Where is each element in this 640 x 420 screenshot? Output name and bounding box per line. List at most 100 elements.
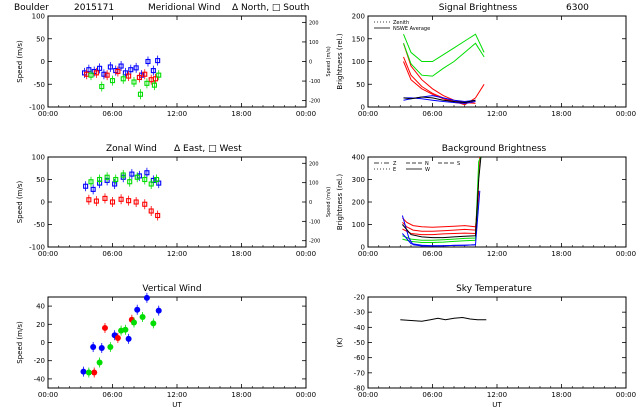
zonal-x-tick-label: 12:00 (167, 250, 187, 258)
sky-x-tick-label: 18:00 (551, 391, 571, 399)
background-plot-frame (367, 156, 627, 248)
panel-vertical-wind: 00:00 06:00 12:00 18:00 00:00 -40 -20 0 20 40 Spee… (16, 292, 316, 409)
meridional-y2-tick-label: 200 (309, 20, 319, 26)
zonal-point-red (142, 201, 148, 207)
vertical-x-tick-label: 18:00 (231, 391, 251, 399)
vertical-x-tick-label: 00:00 (38, 391, 58, 399)
zonal-title: Zonal Wind (106, 144, 157, 154)
signal-series-line-green (403, 42, 485, 77)
meridional-y-axis-label: Speed (m/s) (16, 40, 24, 83)
background-y-tick-label: 100 (352, 221, 365, 229)
background-y-tick-label: 400 (352, 154, 365, 162)
sky-y-tick-label: -80 (354, 385, 365, 393)
vertical-x-tick-label: 00:00 (296, 391, 316, 399)
signal-x-tick-label: 06:00 (422, 110, 442, 118)
meridional-x-tick-label: 12:00 (167, 110, 187, 118)
zonal-point-red (86, 197, 92, 203)
signal-title: Signal Brightness (439, 3, 518, 13)
background-series-line-red (402, 179, 480, 232)
meridional-point-blue (128, 67, 134, 73)
meridional-point-green (120, 76, 126, 82)
zonal-y-axis-label: Speed (m/s) (16, 181, 24, 224)
sky-y-axis-label: (K) (336, 337, 344, 347)
zonal-y2-tick-label: 200 (309, 161, 319, 167)
panel-sky-temperature: 00:00 06:00 12:00 18:00 00:00-80-70-60-50-40… (336, 294, 636, 410)
meridional-x-tick-label: 00:00 (38, 110, 58, 118)
vertical-point-green (131, 319, 137, 326)
zonal-point-red (93, 198, 99, 204)
meridional-point-red (142, 71, 148, 77)
signal-y-tick-label: 200 (352, 13, 365, 21)
sky-y-tick-label: -30 (354, 309, 365, 317)
zonal-point-blue (83, 183, 89, 189)
vertical-point-green (139, 314, 146, 321)
zonal-point-green (154, 176, 160, 183)
signal-legend-label: NSWE Average (393, 26, 430, 32)
background-y-axis-label: Brightness (rel.) (336, 174, 344, 230)
background-legend-label: W (425, 167, 430, 173)
background-y-tick-label: 200 (352, 199, 365, 207)
meridional-point-red (104, 72, 110, 78)
signal-y-tick-label: 100 (352, 58, 365, 66)
vertical-title: Vertical Wind (142, 284, 201, 294)
zonal-point-green (113, 176, 119, 183)
zonal-point-blue (144, 170, 150, 176)
background-series-line-red (402, 156, 481, 228)
background-x-tick-label: 18:00 (551, 250, 571, 258)
zonal-y2-axis-label: Speed (m/s) (326, 187, 332, 217)
vertical-y-tick-label: -40 (34, 375, 45, 383)
background-series-line-green (402, 156, 482, 241)
vertical-point-blue (98, 344, 105, 351)
panel-meridional-wind: 00:00 06:00 12:00 18:00 00:00-100-5005010020… (16, 13, 332, 119)
signal-x-tick-label: 00:00 (358, 110, 378, 118)
sky-x-axis-label: UT (492, 401, 502, 409)
vertical-point-green (85, 369, 92, 376)
sky-x-tick-label: 00:00 (616, 391, 636, 399)
signal-x-tick-label: 00:00 (616, 110, 636, 118)
meridional-point-green (88, 72, 94, 78)
zonal-x-tick-label: 00:00 (38, 250, 58, 258)
meridional-point-green (144, 80, 150, 86)
zonal-x-tick-label: 00:00 (296, 250, 316, 258)
signal-x-tick-label: 12:00 (487, 110, 507, 118)
sky-series-line-black (400, 316, 487, 322)
sky-x-tick-label: 00:00 (358, 391, 378, 399)
background-series-line-black (402, 156, 482, 239)
zonal-point-red (126, 198, 132, 204)
wavelength-label: 6300 (566, 3, 589, 13)
signal-y-tick-label: 0 (361, 104, 365, 112)
background-y-tick-label: 300 (352, 176, 365, 184)
meridional-y-tick-label: -100 (29, 104, 45, 112)
background-x-tick-label: 00:00 (616, 250, 636, 258)
background-legend-label: S (457, 161, 460, 167)
meridional-point-red (152, 76, 159, 82)
zonal-title-note: Δ East, □ West (174, 144, 242, 154)
meridional-point-green (131, 79, 137, 85)
vertical-x-tick-label: 06:00 (102, 391, 122, 399)
vertical-point-blue (90, 344, 97, 351)
meridional-point-green (151, 82, 157, 88)
zonal-x-tick-label: 18:00 (231, 250, 251, 258)
zonal-y2-tick-label: 100 (309, 181, 319, 187)
zonal-point-green (88, 179, 94, 185)
sky-plot-frame (367, 296, 627, 389)
zonal-point-green (120, 172, 126, 178)
vertical-x-tick-label: 12:00 (167, 391, 187, 399)
signal-series-line-black (403, 96, 476, 104)
meridional-y2-tick-label: 0 (309, 60, 312, 66)
signal-y-tick-label: 50 (356, 81, 365, 89)
meridional-point-blue (122, 70, 128, 76)
meridional-point-green (156, 72, 162, 78)
meridional-point-green (99, 83, 105, 90)
vertical-y-tick-label: 0 (41, 339, 45, 347)
meridional-point-green (109, 78, 116, 84)
meridional-y2-tick-label: -100 (309, 79, 320, 85)
zonal-point-blue (129, 171, 135, 177)
zonal-y-tick-label: 100 (32, 154, 45, 162)
meridional-x-tick-label: 18:00 (231, 110, 251, 118)
signal-series-line-green (403, 33, 485, 62)
vertical-y-tick-label: -20 (34, 357, 45, 365)
background-series-line-green (402, 201, 480, 243)
zonal-y-tick-label: -50 (34, 221, 45, 229)
zonal-y2-tick-label: 0 (309, 200, 312, 206)
